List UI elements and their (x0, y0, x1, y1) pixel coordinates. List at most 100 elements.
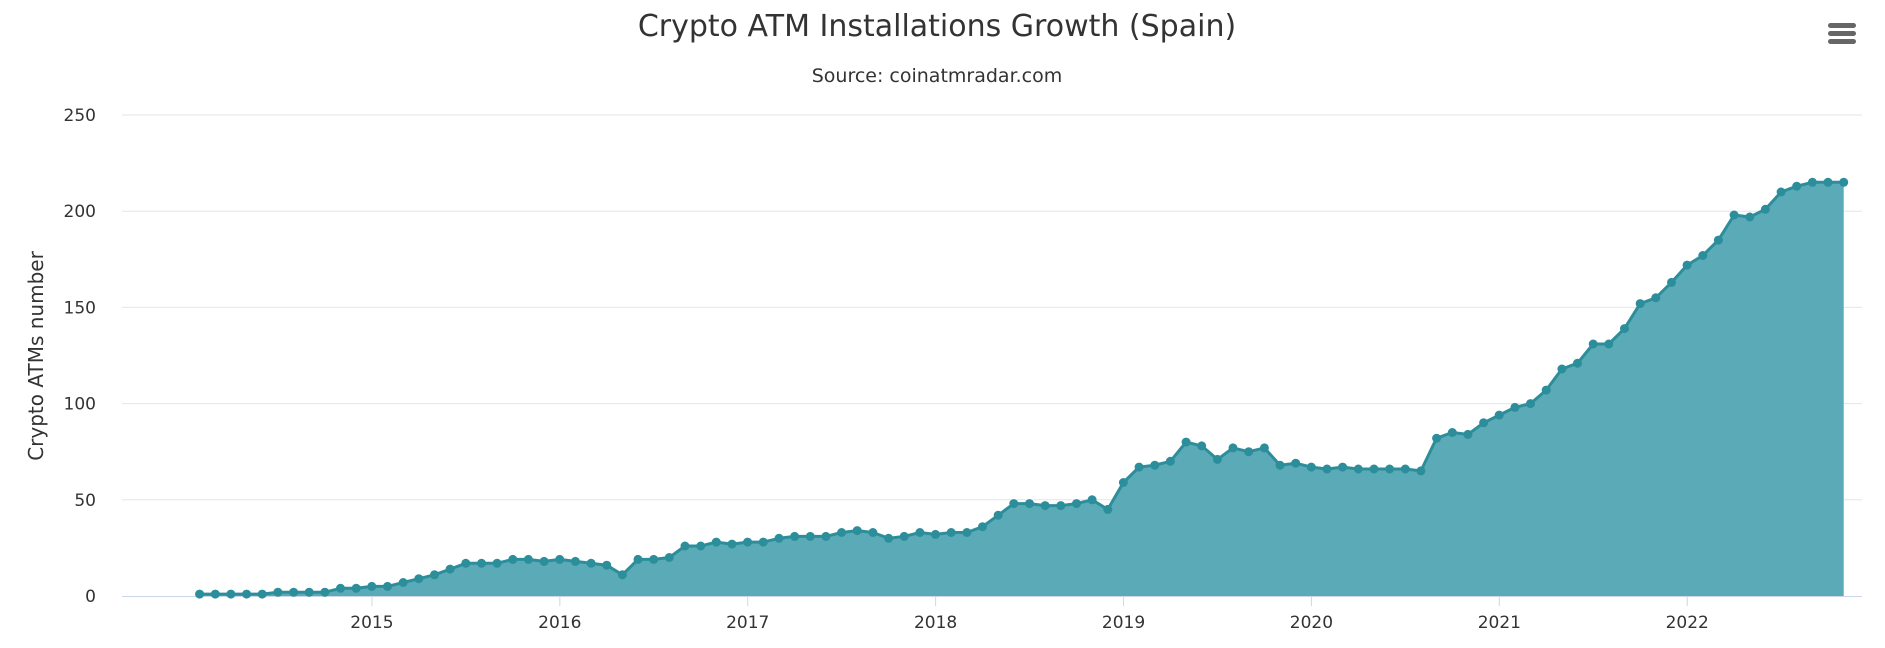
data-point[interactable] (1025, 499, 1034, 509)
data-point[interactable] (508, 554, 518, 564)
data-point[interactable] (1338, 462, 1348, 472)
data-point[interactable] (931, 529, 940, 539)
data-point[interactable] (1541, 385, 1551, 395)
data-point[interactable] (1432, 433, 1442, 443)
data-point[interactable] (852, 526, 862, 536)
data-point[interactable] (1228, 443, 1238, 453)
data-point[interactable] (1729, 210, 1739, 220)
data-point[interactable] (1244, 447, 1254, 457)
data-point[interactable] (1479, 418, 1489, 428)
data-point[interactable] (633, 554, 643, 564)
data-point[interactable] (210, 589, 220, 599)
data-point[interactable] (790, 531, 800, 541)
data-point[interactable] (195, 589, 205, 599)
data-point[interactable] (492, 558, 502, 568)
data-point[interactable] (351, 583, 361, 593)
data-point[interactable] (242, 589, 252, 599)
data-point[interactable] (1385, 464, 1395, 474)
data-point[interactable] (821, 531, 831, 541)
data-point[interactable] (1635, 299, 1645, 309)
data-point[interactable] (1103, 504, 1113, 514)
data-point[interactable] (273, 587, 283, 597)
data-point[interactable] (1776, 187, 1786, 197)
data-point[interactable] (414, 574, 424, 584)
data-point[interactable] (461, 558, 471, 568)
data-point[interactable] (430, 570, 439, 580)
data-point[interactable] (868, 528, 878, 537)
data-point[interactable] (837, 528, 847, 537)
data-point[interactable] (1150, 460, 1160, 470)
data-point[interactable] (1353, 464, 1363, 474)
data-point[interactable] (586, 558, 596, 568)
data-point[interactable] (743, 537, 753, 547)
data-point[interactable] (320, 587, 330, 597)
data-point[interactable] (1651, 293, 1661, 303)
data-point[interactable] (915, 528, 925, 537)
data-point[interactable] (649, 554, 659, 564)
data-point[interactable] (367, 581, 377, 591)
data-point[interactable] (1369, 464, 1379, 474)
data-point[interactable] (1698, 251, 1708, 260)
data-point[interactable] (899, 531, 909, 541)
data-point[interactable] (680, 541, 690, 551)
data-point[interactable] (1009, 499, 1019, 509)
data-point[interactable] (1588, 339, 1598, 349)
data-point[interactable] (1306, 462, 1316, 472)
data-point[interactable] (758, 537, 768, 547)
data-point[interactable] (946, 528, 956, 537)
data-point[interactable] (383, 581, 392, 591)
data-point[interactable] (1291, 458, 1301, 468)
data-point[interactable] (226, 589, 236, 599)
data-point[interactable] (1416, 466, 1426, 476)
data-point[interactable] (727, 539, 737, 549)
data-point[interactable] (884, 533, 894, 543)
data-point[interactable] (962, 528, 972, 537)
data-point[interactable] (539, 556, 549, 566)
data-point[interactable] (1510, 402, 1520, 412)
data-point[interactable] (1400, 464, 1410, 474)
data-point[interactable] (304, 587, 314, 597)
data-point[interactable] (1181, 437, 1191, 447)
data-point[interactable] (1792, 181, 1802, 191)
data-point[interactable] (1447, 428, 1457, 437)
data-point[interactable] (1713, 235, 1723, 245)
data-point[interactable] (1573, 358, 1582, 368)
data-point[interactable] (993, 510, 1003, 520)
data-point[interactable] (1557, 364, 1567, 374)
data-point[interactable] (1056, 501, 1066, 511)
data-point[interactable] (617, 570, 627, 580)
data-point[interactable] (1463, 429, 1473, 439)
data-point[interactable] (1807, 177, 1817, 187)
chart-context-menu-button[interactable] (1820, 14, 1864, 52)
data-point[interactable] (1620, 324, 1629, 334)
data-point[interactable] (1322, 464, 1332, 474)
data-point[interactable] (774, 533, 784, 543)
data-point[interactable] (1134, 462, 1144, 472)
data-point[interactable] (1745, 212, 1755, 222)
data-point[interactable] (978, 522, 987, 532)
data-point[interactable] (445, 564, 455, 574)
data-point[interactable] (1040, 501, 1050, 511)
data-point[interactable] (602, 560, 612, 570)
data-point[interactable] (1072, 499, 1081, 509)
data-point[interactable] (711, 537, 721, 547)
data-point[interactable] (1667, 277, 1676, 287)
data-point[interactable] (664, 553, 674, 562)
data-point[interactable] (1682, 260, 1692, 270)
data-point[interactable] (1760, 204, 1770, 214)
data-point[interactable] (1259, 443, 1269, 453)
data-point[interactable] (289, 587, 299, 597)
data-point[interactable] (570, 556, 580, 566)
data-point[interactable] (1823, 177, 1833, 187)
data-point[interactable] (1839, 177, 1849, 187)
data-point[interactable] (1494, 410, 1504, 420)
data-point[interactable] (1165, 456, 1175, 466)
data-point[interactable] (1275, 460, 1285, 470)
data-point[interactable] (336, 583, 345, 593)
data-point[interactable] (805, 531, 815, 541)
data-point[interactable] (1212, 454, 1222, 464)
data-point[interactable] (696, 541, 706, 551)
data-point[interactable] (555, 554, 565, 564)
data-point[interactable] (523, 554, 533, 564)
data-point[interactable] (257, 589, 267, 599)
